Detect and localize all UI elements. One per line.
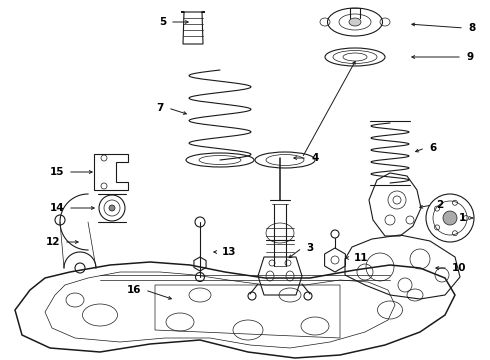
Text: 8: 8 [468,23,475,33]
Text: 4: 4 [311,153,318,163]
Text: 13: 13 [222,247,237,257]
Ellipse shape [349,18,361,26]
Text: 5: 5 [159,17,166,27]
Ellipse shape [109,205,115,211]
Text: 15: 15 [49,167,64,177]
Text: 10: 10 [452,263,466,273]
Text: 14: 14 [49,203,64,213]
Text: 6: 6 [429,143,436,153]
Ellipse shape [443,211,457,225]
Text: 12: 12 [46,237,60,247]
Text: 7: 7 [157,103,164,113]
Text: 11: 11 [354,253,368,263]
Text: 16: 16 [126,285,141,295]
Text: 9: 9 [466,52,473,62]
Text: 3: 3 [306,243,313,253]
Text: 2: 2 [436,200,443,210]
Text: 1: 1 [459,213,466,223]
